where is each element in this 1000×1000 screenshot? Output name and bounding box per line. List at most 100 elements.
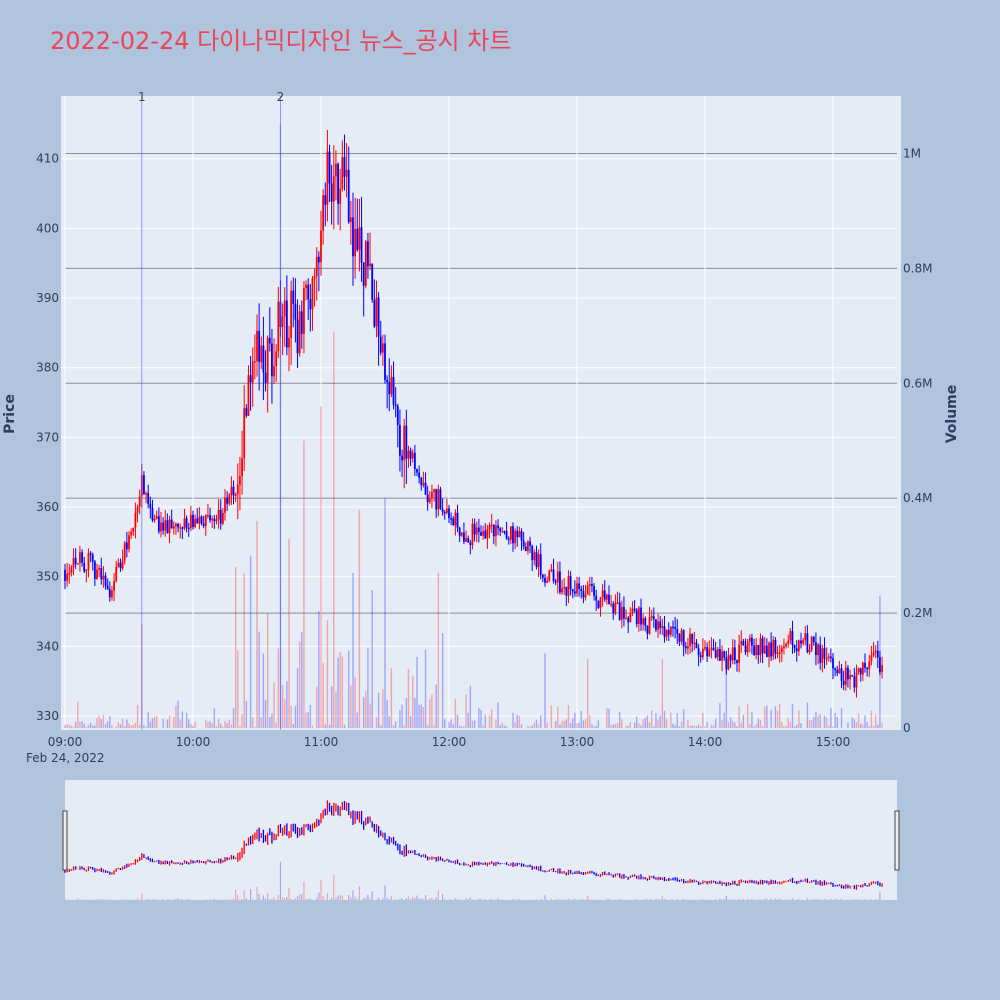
candle-body [881,665,883,673]
candle-body [576,583,578,594]
candle-body [104,575,107,586]
candle-body [452,518,455,526]
volume-bar [682,709,685,728]
volume-bar [72,726,75,728]
mini-volume-bar [488,899,491,900]
mini-volume-bar [339,895,341,900]
volume-bar [774,706,777,728]
volume-bar [546,723,548,728]
volume-bar [188,719,190,728]
volume-bar [874,714,877,728]
candle-body [358,227,361,250]
candle-body [531,545,534,561]
volume-bar [177,700,179,728]
candle-body [605,594,608,600]
candle-body [390,376,393,395]
mini-volume-bar [819,899,821,900]
candle-body [565,586,568,596]
candle-body [332,176,335,202]
volume-bar [759,719,762,728]
candle-body [569,576,572,590]
candle-body [226,497,229,504]
mini-volume-bar [237,895,239,900]
candle-body [401,455,403,461]
candle-body [716,649,719,658]
candle-body [373,299,376,327]
candle-body [403,425,406,461]
mini-volume-bar [326,893,328,900]
candle-body [753,645,755,656]
range-slider-right-handle[interactable] [894,810,900,871]
candle-body [360,227,363,263]
mini-volume-bar [574,899,576,900]
volume-bar [371,590,373,728]
volume-bar [465,694,467,728]
range-slider-left-handle[interactable] [62,810,68,871]
volume-bar [480,709,482,728]
mini-volume-bar [676,899,678,900]
volume-bar [418,704,420,728]
candle-body [300,311,303,334]
volume-bar [678,726,681,728]
volume-bar [482,725,484,728]
volume-bar [670,712,672,728]
mini-volume-bar [109,899,111,900]
mini-volume-bar [418,898,420,900]
volume-bar [793,726,796,728]
chart-title: 2022-02-24 다이나믹디자인 뉴스_공시 차트 [50,27,511,55]
volume-bar [559,724,561,728]
y2-tick-label: 0.6M [903,376,932,390]
volume-bar [153,716,156,728]
candle-body [477,527,480,533]
candle-body [699,655,702,658]
volume-bar [825,717,828,728]
candle-body [283,300,286,317]
candle-body [669,626,672,635]
volume-bar [106,721,109,728]
volume-bar [719,703,721,728]
range-slider[interactable] [62,780,900,900]
candle-body [787,640,790,644]
candle-body [708,648,711,657]
volume-bar [862,724,864,728]
volume-bar [593,726,595,728]
mini-volume-bar [715,899,717,900]
mini-volume-bar [491,898,493,900]
candle-body [215,519,218,522]
mini-volume-bar [666,899,668,900]
mini-volume-bar [126,899,128,900]
candle-body [537,554,540,568]
volume-bar [412,676,414,728]
volume-bar [100,719,102,728]
mini-volume-bar [646,899,648,900]
volume-bar [580,710,582,728]
mini-volume-bar [759,899,762,900]
candle-body [691,633,694,644]
candle-body [260,345,263,363]
volume-bar [469,685,472,728]
candle-body [303,288,305,334]
volume-bar [872,725,875,728]
plot-area[interactable] [61,96,901,730]
candle-body [349,217,352,222]
candle-body [829,656,832,659]
volume-bar [228,719,230,728]
candle-body [288,338,290,348]
y-tick-label: 340 [36,639,59,653]
candle-body [524,546,527,552]
candle-body [559,571,561,593]
volume-bar [488,715,491,728]
volume-bar [437,572,440,728]
volume-bar [452,724,454,728]
mini-volume-bar [787,899,789,900]
volume-bar [401,704,403,728]
volume-bar [512,712,514,728]
grid-lines [61,96,897,730]
volume-bar [85,726,88,728]
candle-body [561,588,563,593]
candle-body [471,523,474,546]
candle-body [428,498,431,503]
mini-volume-bar [725,896,727,900]
candle-body [710,647,713,650]
volume-bar [798,710,800,728]
